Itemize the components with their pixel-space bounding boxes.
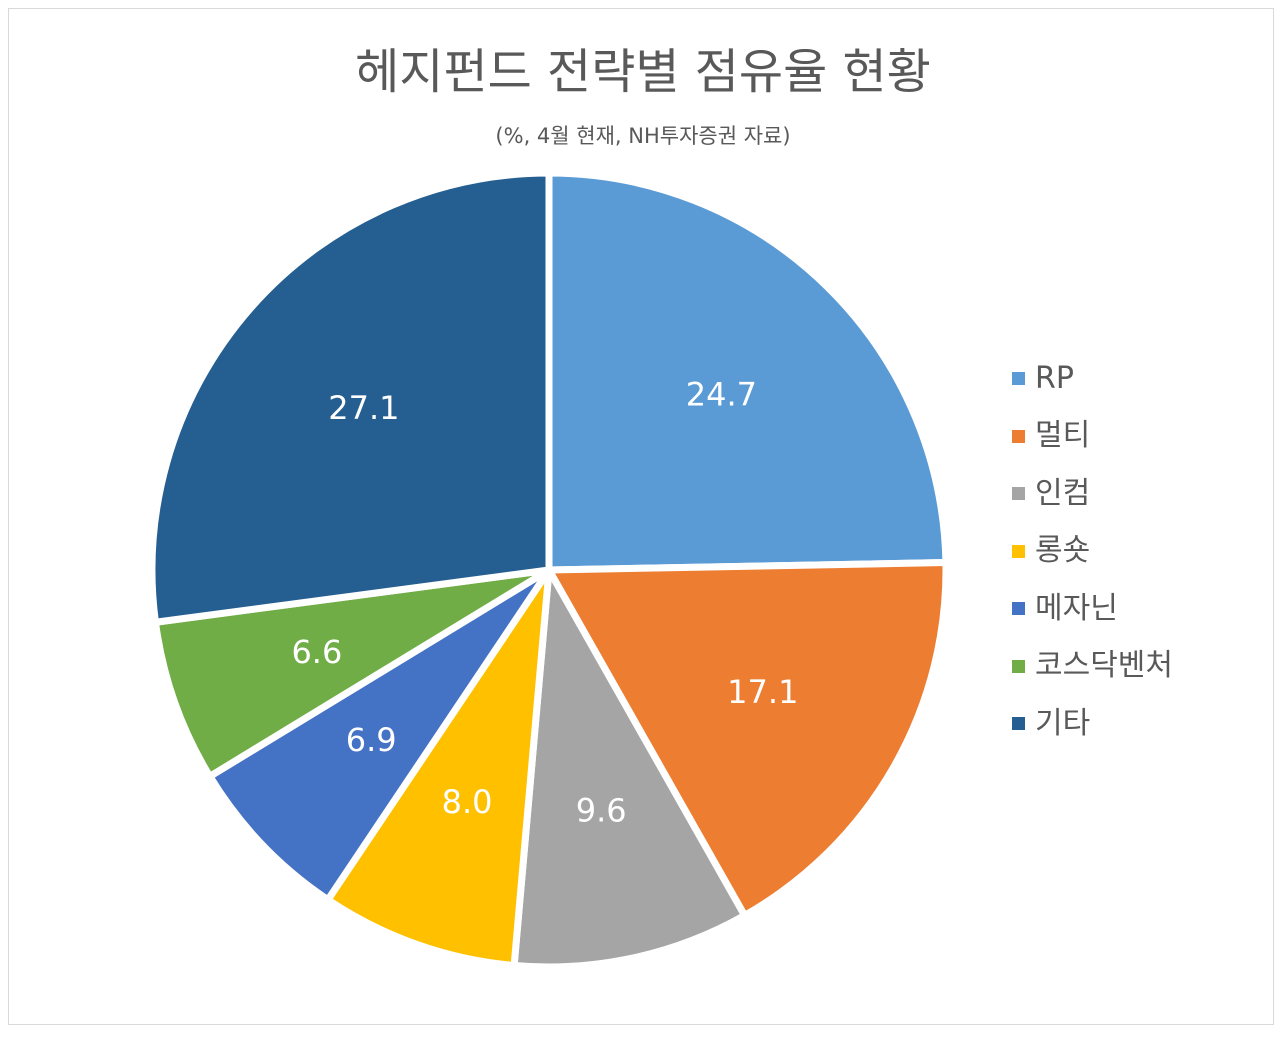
chart-subtitle: (%, 4월 현재, NH투자증권 자료) xyxy=(495,124,791,148)
chart-title: 헤지펀드 전략별 점유율 현황 xyxy=(355,44,931,100)
legend-swatch-1 xyxy=(1012,372,1025,386)
legend-label-2: 멀티 xyxy=(1035,418,1091,454)
data-label-3: 9.6 xyxy=(576,792,627,830)
pie-slice-2[interactable] xyxy=(545,559,950,919)
legend-item-6[interactable]: 코스닥벤처 xyxy=(1012,638,1173,696)
pie-slice-7[interactable] xyxy=(148,169,553,626)
legend-item-4[interactable]: 롱숏 xyxy=(1012,523,1173,581)
legend-swatch-3 xyxy=(1012,487,1025,501)
legend-item-5[interactable]: 메자닌 xyxy=(1012,580,1173,638)
pie-slice-1[interactable] xyxy=(545,169,950,574)
pie-slice-3[interactable] xyxy=(510,566,749,971)
legend-label-5: 메자닌 xyxy=(1035,590,1118,626)
data-label-7: 27.1 xyxy=(328,389,399,427)
legend-item-2[interactable]: 멀티 xyxy=(1012,408,1173,466)
legend-label-1: RP xyxy=(1035,360,1074,396)
legend-item-3[interactable]: 인컴 xyxy=(1012,465,1173,523)
data-label-4: 8.0 xyxy=(442,783,493,821)
data-label-1: 24.7 xyxy=(686,375,757,413)
legend-label-3: 인컴 xyxy=(1035,475,1091,511)
legend-item-1[interactable]: RP xyxy=(1012,350,1173,408)
legend-swatch-2 xyxy=(1012,429,1025,443)
legend-label-7: 기타 xyxy=(1035,705,1091,741)
legend-swatch-6 xyxy=(1012,659,1025,673)
legend-label-4: 롱숏 xyxy=(1035,533,1091,569)
legend-item-7[interactable]: 기타 xyxy=(1012,695,1173,753)
legend-swatch-5 xyxy=(1012,602,1025,616)
pie-slice-5[interactable] xyxy=(206,566,553,904)
data-label-6: 6.6 xyxy=(291,633,342,671)
pie-data-labels: 24.7 17.1 9.6 8.0 6.9 6.6 27.1 xyxy=(291,375,798,829)
pie-slices xyxy=(148,169,950,971)
pie-slice-4[interactable] xyxy=(324,566,553,969)
data-label-2: 17.1 xyxy=(727,673,798,711)
legend-swatch-4 xyxy=(1012,544,1025,558)
legend-label-6: 코스닥벤처 xyxy=(1035,648,1173,684)
pie-slice-6[interactable] xyxy=(151,566,553,780)
data-label-5: 6.9 xyxy=(346,721,397,759)
legend-swatch-7 xyxy=(1012,717,1025,731)
